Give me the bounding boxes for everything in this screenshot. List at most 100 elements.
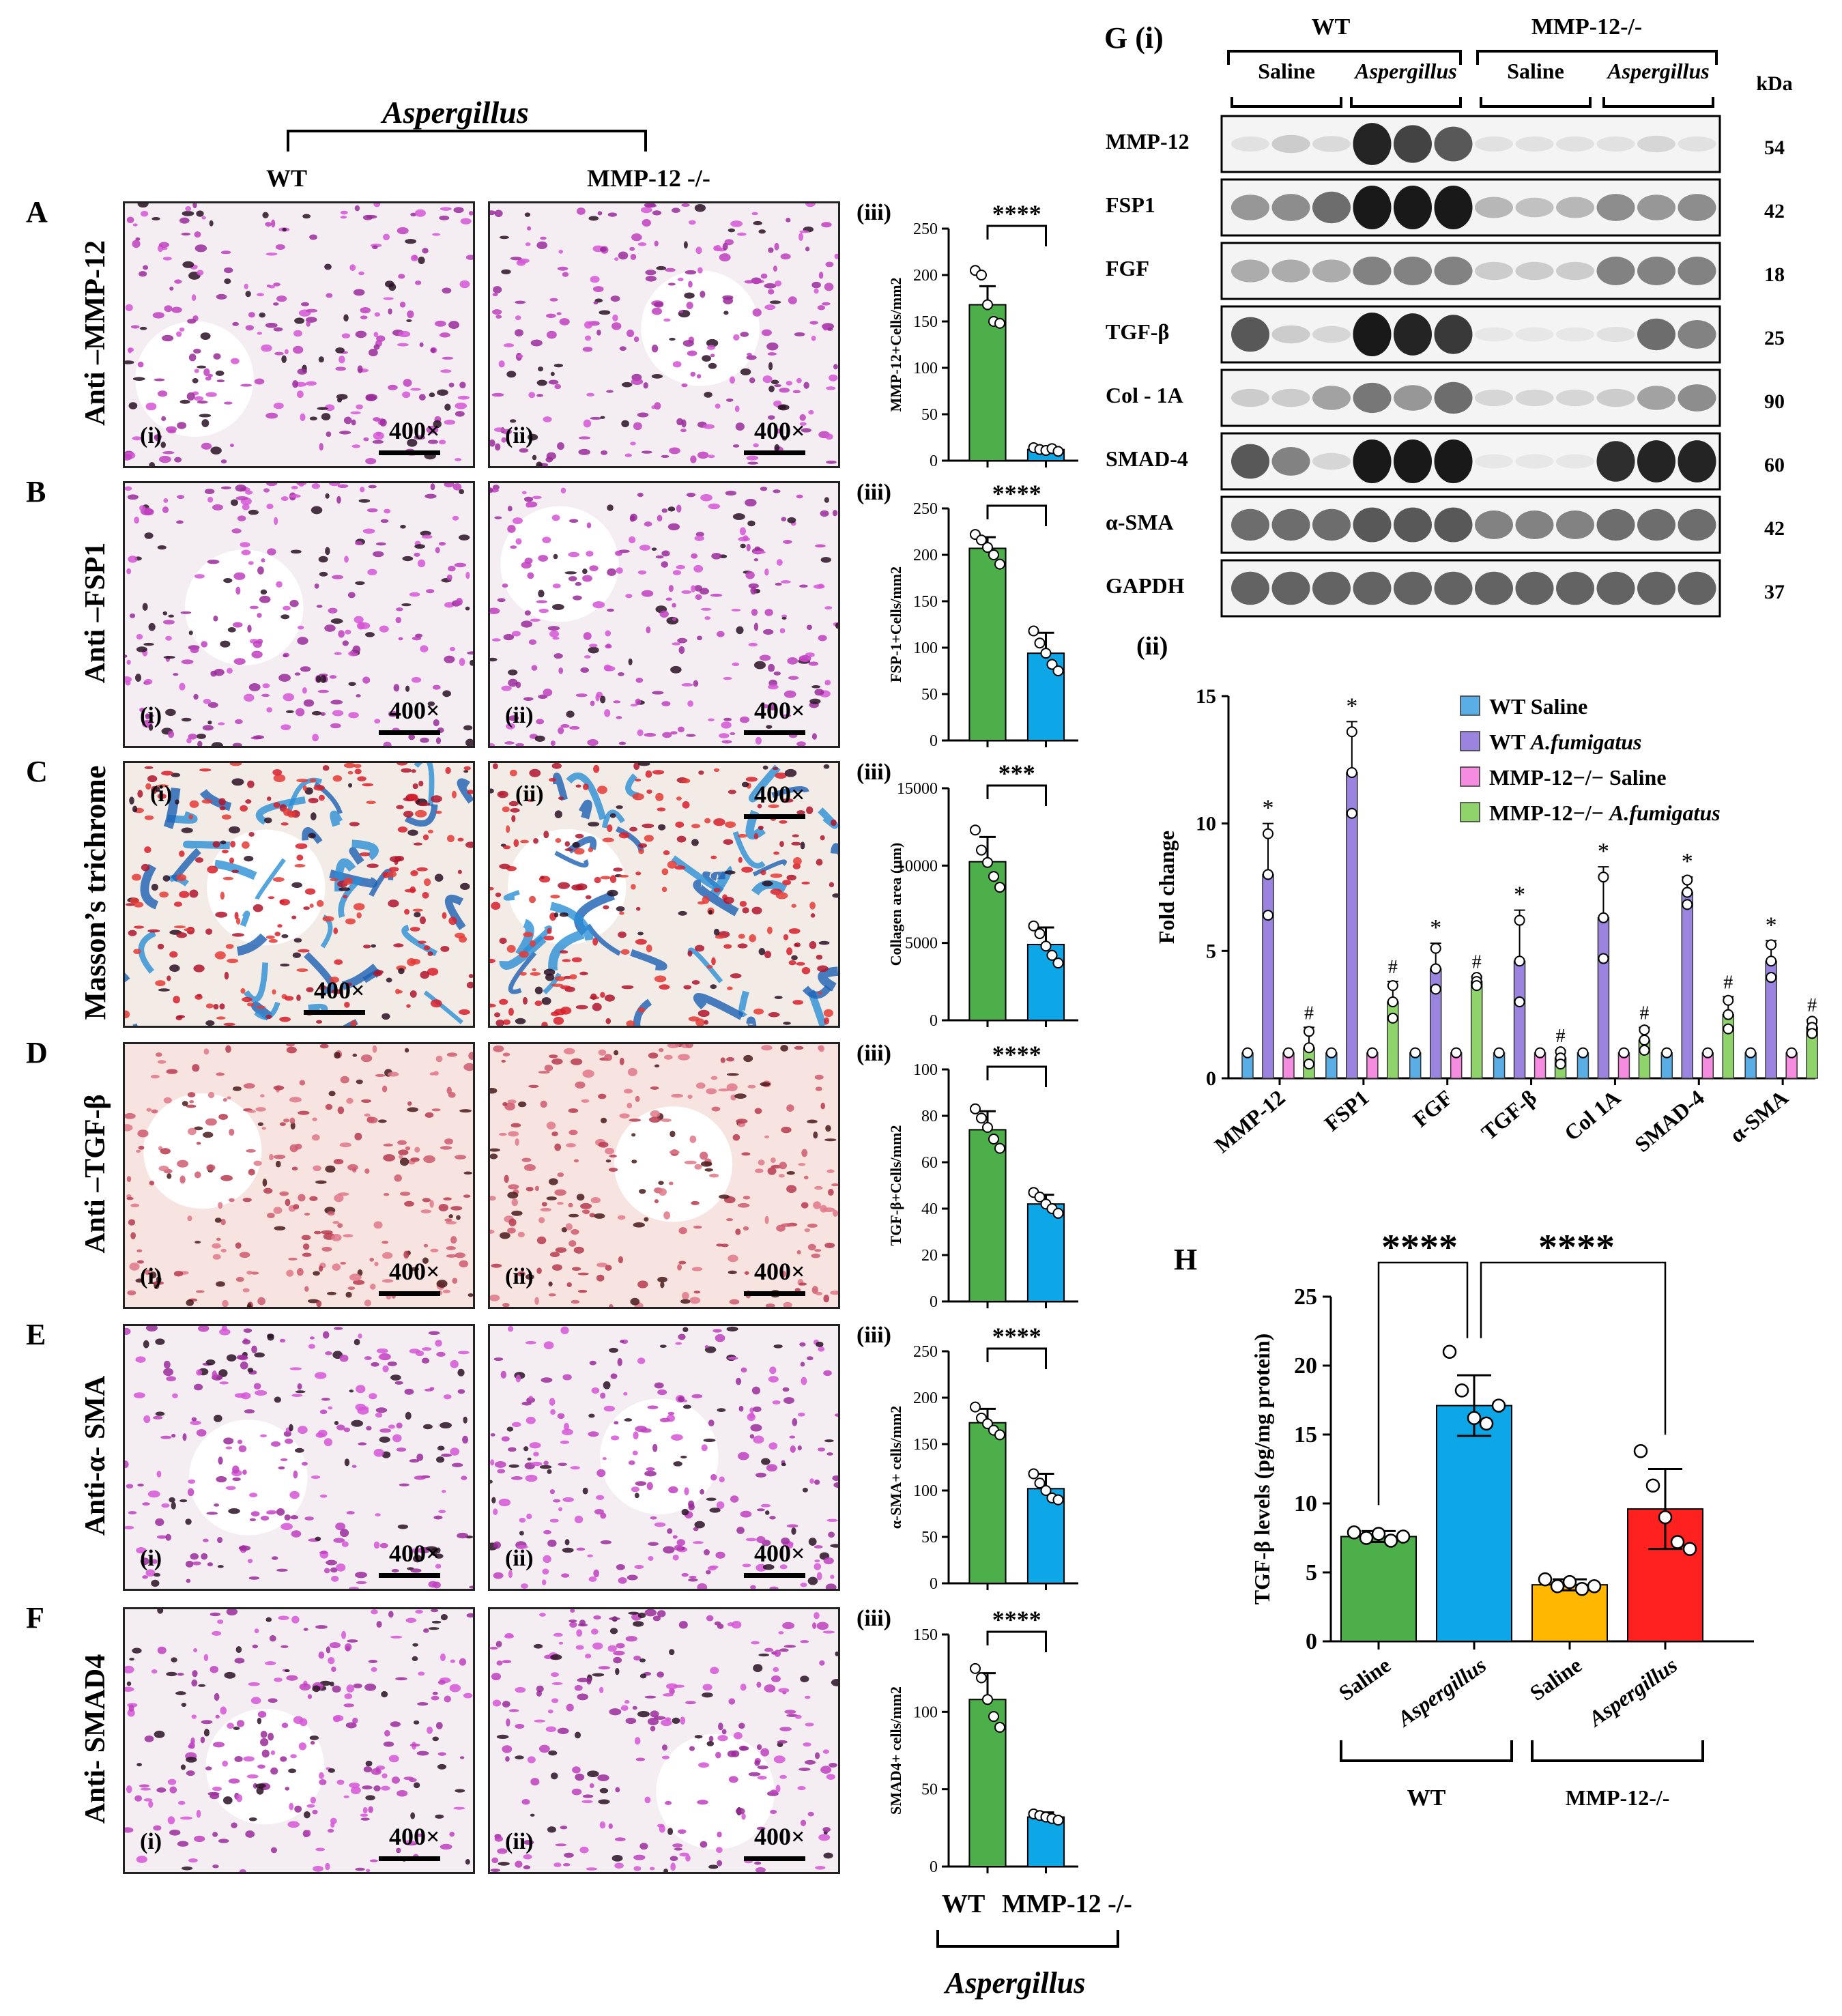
cell-nucleus — [491, 902, 501, 910]
cell-nucleus — [652, 1443, 658, 1452]
cell-nucleus — [577, 1677, 589, 1683]
blot-kda-value: 54 — [1764, 136, 1785, 159]
cell-nucleus — [603, 905, 609, 910]
cell-nucleus — [751, 906, 762, 915]
cell-nucleus — [756, 1536, 766, 1544]
airway-lumen — [189, 1420, 308, 1536]
cell-nucleus — [194, 1835, 205, 1843]
cell-nucleus — [657, 1389, 667, 1396]
cell-nucleus — [671, 207, 680, 214]
cell-nucleus — [368, 349, 378, 357]
cell-nucleus — [506, 945, 516, 953]
cell-nucleus — [432, 685, 441, 690]
cell-nucleus — [293, 330, 302, 337]
cell-nucleus — [295, 1390, 306, 1394]
cell-nucleus — [459, 1109, 472, 1113]
cell-nucleus — [586, 633, 592, 637]
cell-nucleus — [216, 1237, 221, 1241]
cell-nucleus — [490, 439, 495, 447]
cell-nucleus — [713, 245, 719, 251]
cell-nucleus — [230, 499, 238, 506]
cell-nucleus — [375, 542, 386, 546]
cell-nucleus — [585, 1653, 592, 1659]
cell-nucleus — [203, 368, 210, 377]
cell-nucleus — [603, 1405, 616, 1412]
cell-nucleus — [296, 708, 305, 717]
cell-nucleus — [442, 912, 447, 919]
cell-nucleus — [255, 1389, 268, 1396]
data-point — [994, 317, 1005, 329]
cell-nucleus — [351, 444, 360, 448]
collagen-fiber — [830, 843, 838, 856]
y-tick-label: 20 — [921, 1247, 938, 1265]
cell-nucleus — [248, 682, 261, 691]
cell-nucleus — [557, 1413, 565, 1420]
cell-nucleus — [721, 1243, 729, 1248]
micrograph-wt — [123, 1042, 475, 1309]
cell-nucleus — [186, 1299, 194, 1306]
cell-nucleus — [248, 1817, 257, 1821]
cell-nucleus — [332, 710, 344, 717]
cell-nucleus — [508, 1326, 514, 1332]
blot-kda-value: 42 — [1764, 517, 1785, 540]
cell-nucleus — [709, 1508, 721, 1513]
cell-nucleus — [619, 1113, 630, 1119]
cell-nucleus — [818, 1045, 823, 1051]
blot-band — [1556, 327, 1594, 342]
collagen-fiber — [710, 872, 725, 881]
data-point — [1766, 972, 1777, 983]
cell-nucleus — [530, 618, 541, 622]
cell-nucleus — [239, 1252, 250, 1258]
cell-nucleus — [678, 1829, 687, 1834]
cell-nucleus — [196, 1142, 201, 1145]
cell-nucleus — [355, 1571, 367, 1579]
cell-nucleus — [362, 676, 371, 684]
cell-nucleus — [263, 1187, 273, 1194]
bar — [1597, 917, 1610, 1079]
cell-nucleus — [247, 1110, 257, 1113]
cell-nucleus — [440, 1653, 446, 1662]
cell-nucleus — [713, 818, 725, 826]
bar — [1340, 1536, 1417, 1643]
cell-nucleus — [543, 968, 556, 976]
cell-nucleus — [299, 1683, 311, 1691]
cell-nucleus — [530, 972, 541, 976]
cell-nucleus — [723, 311, 729, 315]
significance-star: * — [1766, 912, 1777, 938]
cell-nucleus — [823, 1557, 834, 1565]
cell-nucleus — [824, 1017, 830, 1025]
data-point — [1479, 1416, 1494, 1431]
data-point — [1682, 887, 1693, 898]
cell-nucleus — [789, 1435, 796, 1439]
cell-nucleus — [416, 1453, 424, 1461]
cell-nucleus — [234, 1393, 246, 1398]
cell-nucleus — [330, 1567, 338, 1573]
cell-nucleus — [181, 232, 191, 236]
cell-nucleus — [308, 833, 316, 839]
cell-nucleus — [541, 1377, 553, 1383]
cell-nucleus — [319, 443, 323, 451]
data-point — [1052, 1494, 1064, 1506]
cell-nucleus — [265, 412, 278, 419]
cell-nucleus — [574, 1684, 583, 1691]
cell-nucleus — [691, 1200, 700, 1205]
cell-nucleus — [364, 1299, 371, 1307]
cell-nucleus — [319, 1779, 327, 1785]
cell-nucleus — [635, 698, 642, 706]
cell-nucleus — [545, 457, 553, 463]
cell-nucleus — [147, 775, 158, 783]
cell-nucleus — [801, 1149, 808, 1157]
cell-nucleus — [222, 1760, 229, 1767]
significance-star: * — [1430, 915, 1441, 940]
blot-wt-bracket — [1227, 50, 1462, 65]
cell-nucleus — [700, 607, 712, 611]
cell-nucleus — [502, 1052, 510, 1056]
cell-nucleus — [326, 1559, 337, 1566]
cell-nucleus — [511, 1422, 521, 1428]
bar — [1026, 1203, 1065, 1303]
cell-nucleus — [635, 778, 642, 782]
legend-swatch — [1460, 695, 1480, 716]
significance-hash: # — [1556, 1026, 1566, 1047]
y-tick-label: 50 — [921, 1529, 938, 1546]
cell-nucleus — [327, 1211, 335, 1216]
